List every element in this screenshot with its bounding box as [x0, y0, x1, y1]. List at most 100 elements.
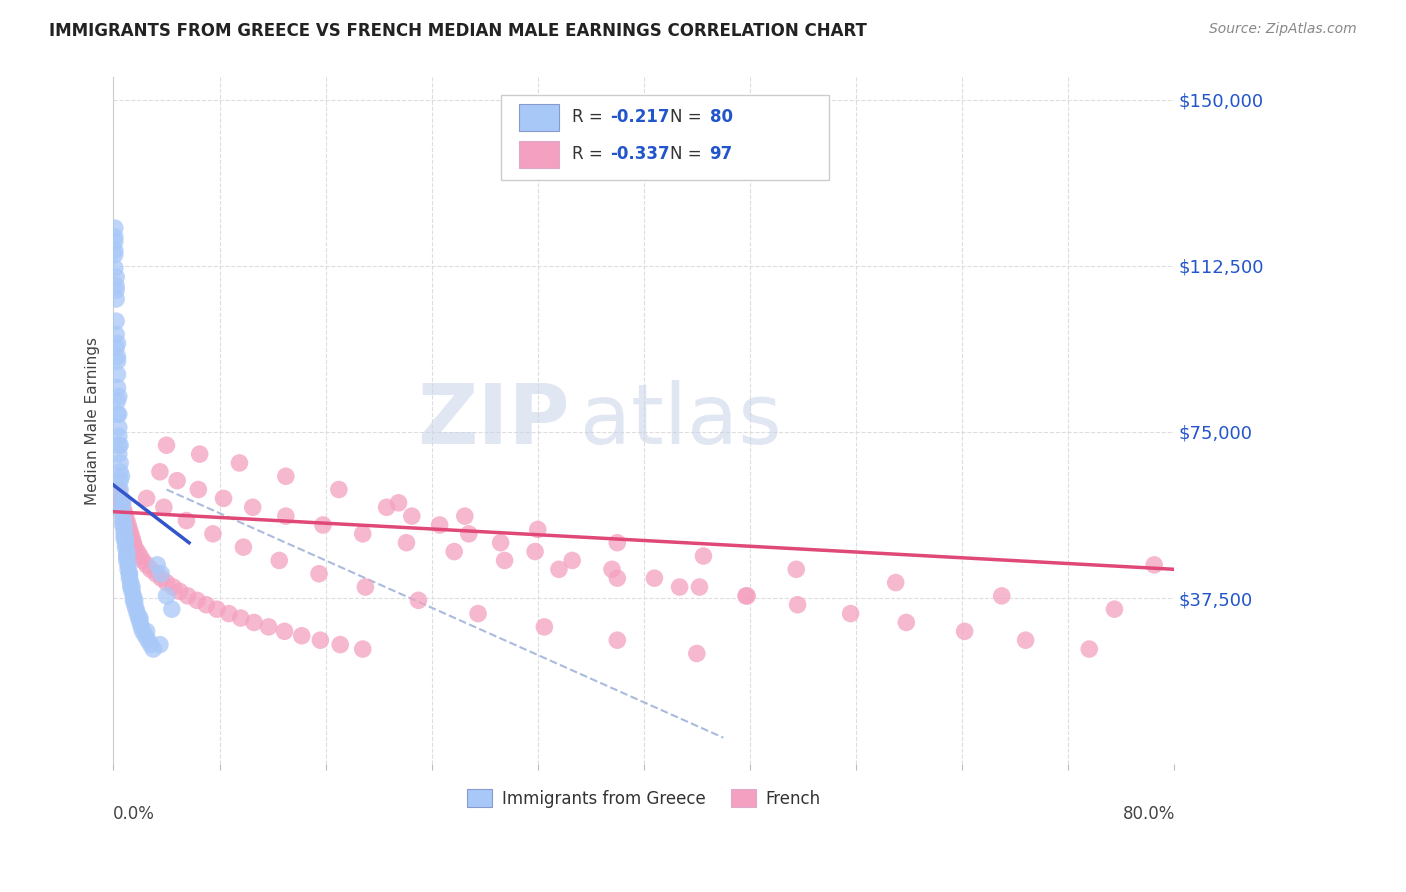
Point [308, 566, 330, 581]
Text: -0.217: -0.217 [610, 108, 669, 127]
Point [108, 465, 131, 479]
Point [150, 566, 173, 581]
Point [467, 607, 489, 621]
Point [112, 531, 135, 545]
Text: N =: N = [671, 108, 707, 127]
Point [121, 584, 143, 599]
Point [212, 491, 235, 506]
Point [131, 620, 153, 634]
Point [735, 589, 758, 603]
Point [243, 615, 266, 630]
Point [110, 500, 132, 515]
Point [273, 624, 295, 639]
Point [312, 518, 335, 533]
Point [228, 456, 250, 470]
Point [135, 624, 157, 639]
Point [1143, 558, 1166, 572]
Point [643, 571, 665, 585]
Point [107, 438, 129, 452]
FancyBboxPatch shape [519, 141, 560, 168]
Point [309, 633, 332, 648]
Point [107, 368, 129, 382]
Point [120, 580, 142, 594]
Point [112, 526, 135, 541]
Point [105, 278, 128, 293]
Point [352, 642, 374, 657]
Point [111, 500, 134, 515]
Point [104, 248, 127, 262]
Point [785, 562, 807, 576]
Point [108, 456, 131, 470]
Y-axis label: Median Male Earnings: Median Male Earnings [86, 337, 100, 505]
Point [274, 469, 297, 483]
Point [186, 593, 208, 607]
Point [395, 535, 418, 549]
Point [401, 509, 423, 524]
Point [139, 562, 162, 576]
Point [117, 558, 139, 572]
Point [107, 389, 129, 403]
Point [688, 580, 710, 594]
Point [112, 518, 135, 533]
Point [494, 553, 516, 567]
Point [352, 526, 374, 541]
Text: atlas: atlas [581, 380, 782, 461]
Point [104, 235, 127, 249]
Point [127, 607, 149, 621]
Point [205, 602, 228, 616]
Point [169, 584, 191, 599]
Point [118, 523, 141, 537]
Point [111, 518, 134, 533]
Text: 80.0%: 80.0% [1123, 805, 1175, 823]
Text: ZIP: ZIP [418, 380, 569, 461]
Point [229, 611, 252, 625]
Point [136, 633, 159, 648]
Point [146, 558, 169, 572]
Point [176, 514, 198, 528]
Point [839, 607, 862, 621]
Point [122, 593, 145, 607]
Point [117, 518, 139, 533]
Point [105, 314, 128, 328]
Point [108, 491, 131, 506]
Point [990, 589, 1012, 603]
Point [149, 638, 172, 652]
Point [111, 496, 134, 510]
Point [526, 523, 548, 537]
Point [953, 624, 976, 639]
Point [489, 535, 512, 549]
Point [131, 624, 153, 639]
Point [107, 407, 129, 421]
Point [117, 562, 139, 576]
Point [188, 447, 211, 461]
Point [134, 629, 156, 643]
Point [291, 629, 314, 643]
Text: 80: 80 [710, 108, 733, 127]
Point [110, 505, 132, 519]
Point [692, 549, 714, 563]
Point [457, 526, 479, 541]
Text: IMMIGRANTS FROM GREECE VS FRENCH MEDIAN MALE EARNINGS CORRELATION CHART: IMMIGRANTS FROM GREECE VS FRENCH MEDIAN … [49, 22, 868, 40]
Point [107, 393, 129, 408]
Point [884, 575, 907, 590]
Point [104, 230, 127, 244]
Point [114, 540, 136, 554]
Point [110, 491, 132, 506]
Point [107, 350, 129, 364]
Point [354, 580, 377, 594]
Point [429, 518, 451, 533]
Point [114, 535, 136, 549]
Point [166, 474, 188, 488]
Point [124, 598, 146, 612]
Point [114, 509, 136, 524]
Point [155, 575, 177, 590]
Point [162, 580, 184, 594]
Point [131, 553, 153, 567]
Point [105, 292, 128, 306]
Point [142, 642, 165, 657]
Point [110, 469, 132, 483]
Point [115, 544, 138, 558]
Point [375, 500, 398, 515]
Point [112, 523, 135, 537]
Point [195, 598, 218, 612]
